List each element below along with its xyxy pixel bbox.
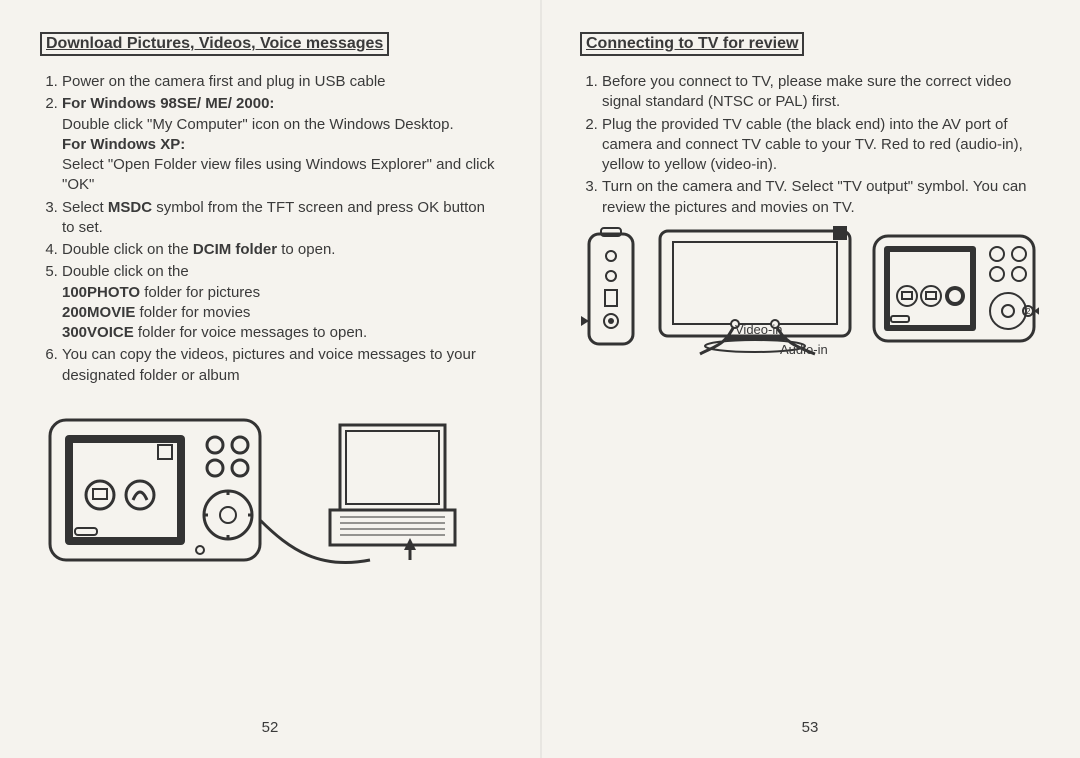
step-4: Double click on the DCIM folder to open.: [62, 240, 500, 260]
right-heading: Connecting to TV for review: [580, 32, 804, 56]
step-2: For Windows 98SE/ ME/ 2000: Double click…: [62, 94, 500, 195]
s4bold: DCIM folder: [193, 241, 277, 258]
left-illustration: [40, 410, 500, 585]
s3bold: MSDC: [108, 199, 152, 216]
step-1: Power on the camera first and plug in US…: [62, 72, 500, 92]
step-3: Select MSDC symbol from the TFT screen a…: [62, 198, 500, 239]
s3a: Select: [62, 199, 108, 216]
r-step-1: Before you connect to TV, please make su…: [602, 72, 1040, 113]
s4a: Double click on the: [62, 241, 193, 258]
winxp-lead: For Windows XP:: [62, 136, 185, 153]
step-6: You can copy the videos, pictures and vo…: [62, 345, 500, 386]
winxp-body: Select "Open Folder view files using Win…: [62, 156, 495, 193]
s5l1r: folder for pictures: [140, 284, 260, 301]
svg-text:2: 2: [1026, 307, 1031, 316]
r-step-2: Plug the provided TV cable (the black en…: [602, 115, 1040, 176]
right-steps: Before you connect to TV, please make su…: [580, 72, 1040, 218]
video-in-label: Video-in: [735, 322, 782, 337]
left-heading: Download Pictures, Videos, Voice message…: [40, 32, 389, 56]
left-page-number: 52: [0, 719, 540, 736]
s4b: to open.: [277, 241, 335, 258]
audio-in-label: Audio-in: [780, 342, 828, 356]
page-spread: Download Pictures, Videos, Voice message…: [0, 0, 1080, 758]
step-5: Double click on the 100PHOTO folder for …: [62, 262, 500, 343]
win98-body: Double click "My Computer" icon on the W…: [62, 116, 454, 133]
right-page: Connecting to TV for review Before you c…: [540, 0, 1080, 758]
right-page-number: 53: [540, 719, 1080, 736]
page-divider: [540, 0, 542, 758]
s5l3b: 300VOICE: [62, 324, 134, 341]
s5l3r: folder for voice messages to open.: [134, 324, 367, 341]
s5l1b: 100PHOTO: [62, 284, 140, 301]
s5l2r: folder for movies: [135, 304, 250, 321]
win98-lead: For Windows 98SE/ ME/ 2000:: [62, 95, 274, 112]
r-step-3: Turn on the camera and TV. Select "TV ou…: [602, 177, 1040, 218]
right-illustration: Video-in Audio-in: [580, 226, 1040, 356]
s5lead: Double click on the: [62, 263, 189, 280]
s5l2b: 200MOVIE: [62, 304, 135, 321]
left-steps: Power on the camera first and plug in US…: [40, 72, 500, 386]
left-page: Download Pictures, Videos, Voice message…: [0, 0, 540, 758]
